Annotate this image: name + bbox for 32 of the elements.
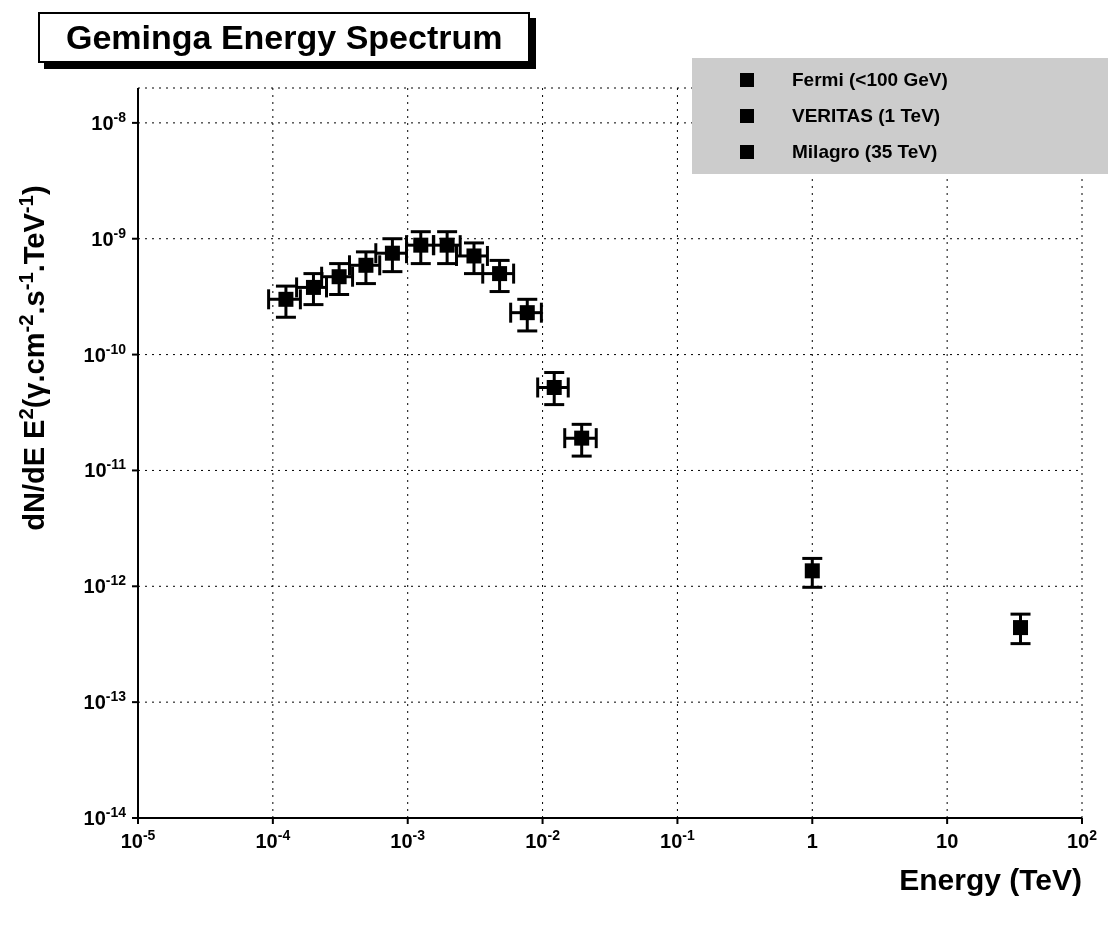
point	[413, 237, 429, 253]
y-tick-label: 10$^{-14}$	[83, 804, 127, 829]
point	[439, 237, 455, 253]
chart-title: Geminga Energy Spectrum	[38, 12, 531, 63]
y-tick-label: 10$^{-8}$	[91, 108, 127, 134]
legend-label: Milagro (35 TeV)	[792, 141, 938, 163]
x-tick-label: 1	[806, 830, 818, 852]
x-tick-label: 10$^{-5}$	[120, 827, 156, 852]
point	[574, 430, 590, 446]
y-tick-label: 10$^{-9}$	[91, 224, 127, 250]
point	[278, 291, 294, 307]
point	[466, 248, 482, 264]
y-tick-label: 10$^{-11}$	[84, 456, 127, 482]
legend-label: VERITAS (1 TeV)	[792, 105, 941, 127]
point	[305, 279, 321, 295]
point	[492, 266, 508, 282]
legend-label: Fermi (<100 GeV)	[792, 69, 948, 91]
point	[546, 379, 562, 395]
y-tick-label: 10$^{-12}$	[83, 572, 127, 598]
y-tick-label: 10$^{-13}$	[83, 688, 127, 714]
y-tick-label: 10$^{-10}$	[83, 340, 127, 366]
x-tick-label: 10$^{-4}$	[255, 827, 291, 852]
x-tick-label: 10$^{-1}$	[660, 827, 695, 852]
point	[331, 269, 347, 285]
x-tick-label: 10$^{-3}$	[390, 827, 426, 852]
point	[358, 257, 374, 273]
point	[384, 245, 400, 261]
x-tick-label: 10$^{-2}$	[525, 827, 561, 852]
x-tick-label: 10$^{2}$	[1066, 827, 1098, 852]
point	[519, 305, 535, 321]
x-tick-label: 10	[936, 830, 959, 852]
x-axis-title: Energy (TeV)	[899, 863, 1082, 896]
